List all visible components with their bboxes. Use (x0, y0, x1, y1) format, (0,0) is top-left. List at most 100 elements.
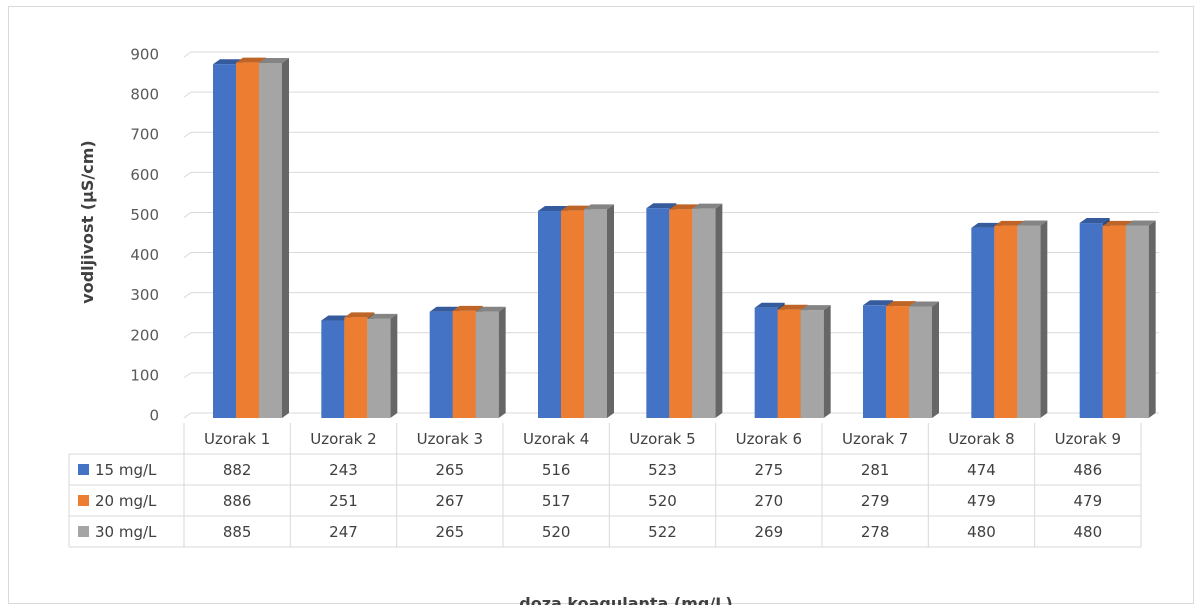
data-label: 516 (542, 461, 571, 479)
data-label: 251 (329, 492, 358, 510)
bar-top (1079, 218, 1110, 224)
data-label: 265 (436, 523, 465, 541)
bar-top (971, 222, 1002, 228)
bar (909, 306, 932, 418)
x-axis-title: doza koagulanta (mg/L) (519, 594, 732, 605)
bar-top (669, 204, 700, 210)
data-label: 520 (542, 523, 571, 541)
bar-top (909, 301, 939, 307)
gridline-side (183, 332, 192, 339)
data-label: 281 (861, 461, 890, 479)
category-label: Uzorak 4 (523, 430, 589, 448)
data-label: 886 (223, 492, 252, 510)
data-label: 270 (755, 492, 784, 510)
bar-top (777, 304, 808, 310)
bar-side (1148, 220, 1156, 418)
bar-top (692, 203, 723, 209)
bar-top (452, 305, 483, 311)
bar-top (754, 302, 785, 308)
bar (863, 305, 886, 418)
category-label: Uzorak 2 (310, 430, 376, 448)
bar (236, 62, 259, 419)
gridline-side (183, 131, 192, 138)
category-label: Uzorak 8 (948, 430, 1014, 448)
bar (1102, 225, 1126, 418)
bar-top (321, 315, 352, 321)
bar (800, 310, 824, 418)
bar-top (367, 313, 398, 319)
legend-swatch (78, 526, 89, 537)
series-label: 15 mg/L (95, 461, 157, 479)
bar (777, 309, 801, 418)
data-label: 479 (1074, 492, 1103, 510)
gridline-side (183, 91, 192, 98)
data-label: 275 (755, 461, 784, 479)
data-label: 243 (329, 461, 358, 479)
data-label: 522 (648, 523, 677, 541)
gridline-side (183, 212, 192, 218)
data-label: 278 (861, 523, 890, 541)
bar-top (994, 220, 1025, 226)
data-label: 517 (542, 492, 571, 510)
y-tick-label: 300 (130, 286, 159, 304)
bar-top (344, 312, 375, 318)
data-label: 267 (436, 492, 465, 510)
bar (971, 227, 995, 418)
legend-swatch (78, 495, 89, 506)
legend-swatch (78, 464, 89, 475)
bar (344, 317, 368, 418)
bar (754, 307, 778, 418)
y-tick-label: 700 (130, 126, 159, 144)
data-label: 882 (223, 461, 252, 479)
y-tick-label: 600 (130, 166, 159, 184)
bar-side (715, 203, 723, 418)
y-tick-label: 400 (130, 246, 159, 264)
category-label: Uzorak 3 (417, 430, 483, 448)
data-table: Uzorak 1 Uzorak 2 Uzorak 3 Uzorak 4 Uzorak 5… (68, 423, 1142, 548)
bar-side (607, 204, 614, 418)
series-label: 20 mg/L (95, 492, 157, 510)
bar (646, 208, 670, 418)
bar-top (1125, 220, 1156, 226)
bar-top (1017, 220, 1048, 226)
bar-side (498, 306, 506, 418)
y-axis-ticks: 0 100 200 300 400 500 600 700 800 900 (130, 46, 159, 425)
bar-top (259, 58, 289, 64)
bar (538, 211, 561, 418)
y-tick-label: 100 (130, 366, 159, 384)
data-label: 523 (648, 461, 677, 479)
bar (429, 311, 453, 418)
bar-top (561, 205, 591, 211)
bar (367, 318, 391, 418)
gridline-side (183, 171, 192, 178)
category-label: Uzorak 7 (842, 430, 908, 448)
y-tick-label: 900 (130, 46, 159, 64)
bar-side (823, 305, 831, 418)
bar (1017, 225, 1041, 418)
gridline-side (183, 252, 192, 258)
bar (561, 210, 584, 418)
gridline-side (183, 51, 192, 58)
bar-side (390, 313, 398, 418)
bar (692, 208, 716, 418)
gridline-side (183, 412, 192, 419)
gridline-side (183, 292, 192, 299)
gridline-side (183, 372, 192, 379)
bar (584, 209, 607, 418)
data-label: 885 (223, 523, 252, 541)
bar (321, 320, 345, 418)
bar-top (800, 305, 831, 311)
series-label: 30 mg/L (95, 523, 157, 541)
bar-top (863, 300, 893, 306)
data-label: 279 (861, 492, 890, 510)
bar-top (886, 301, 916, 307)
data-label: 265 (436, 461, 465, 479)
data-label: 474 (967, 461, 996, 479)
bar-top (475, 306, 506, 312)
bar (452, 310, 476, 418)
category-label: Uzorak 6 (736, 430, 802, 448)
bar (475, 311, 499, 418)
bar-top (213, 59, 243, 65)
bar-top (236, 57, 266, 63)
